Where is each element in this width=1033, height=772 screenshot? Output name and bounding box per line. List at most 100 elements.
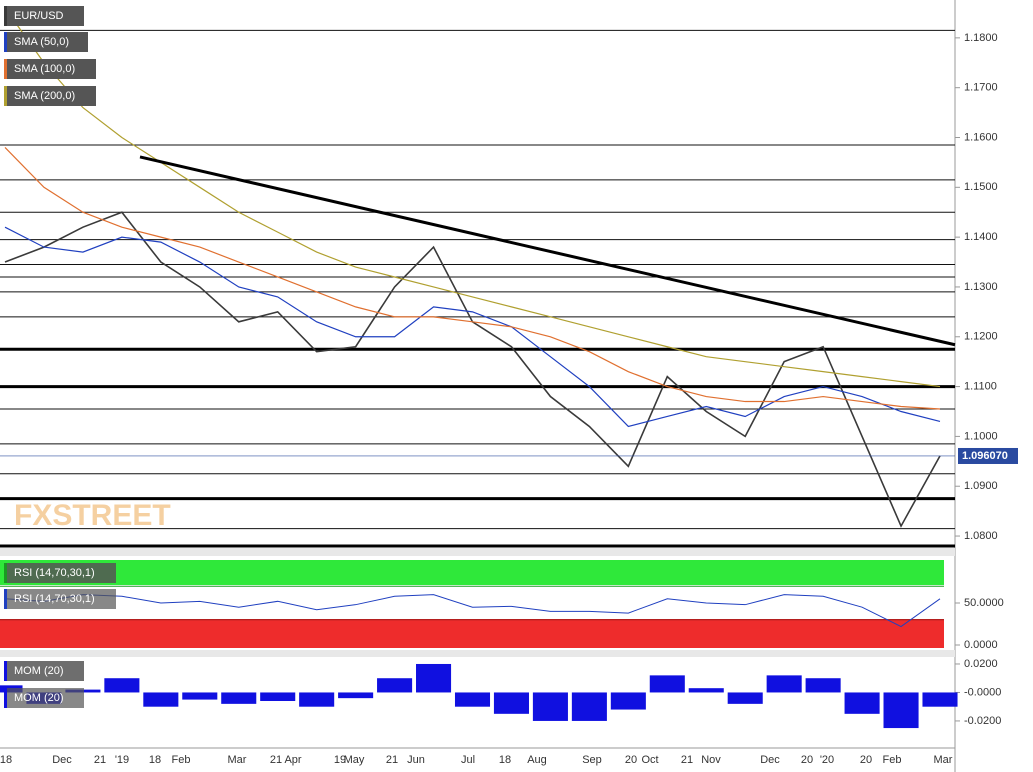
mom-bar (299, 692, 335, 707)
legend-box (4, 688, 84, 708)
x-tick-label: Jul (461, 754, 475, 766)
y-tick-label: -0.0200 (964, 715, 1001, 727)
mom-bar (844, 692, 880, 714)
y-tick-label: 1.1200 (964, 331, 998, 343)
mom-bar (649, 675, 685, 693)
x-tick-label: Oct (641, 754, 658, 766)
legend-label: MOM (20) (14, 692, 64, 704)
x-tick-label: Sep (582, 754, 602, 766)
mom-bar (416, 663, 452, 693)
legend-box (4, 32, 88, 52)
legend-box (4, 6, 84, 26)
y-tick-label: 1.1600 (964, 131, 998, 143)
legend-label: SMA (50,0) (14, 36, 69, 48)
legend-swatch (4, 563, 7, 583)
y-tick-label: 50.0000 (964, 597, 1004, 609)
mom-bar (571, 692, 607, 721)
legend-box (4, 563, 116, 583)
legend-label: SMA (200,0) (14, 90, 75, 102)
x-tick-label: 21 (386, 754, 398, 766)
last-price-box (958, 447, 1018, 464)
divider (0, 548, 955, 556)
x-tick-label: 21 (270, 754, 282, 766)
y-tick-label: 1.0900 (964, 480, 998, 492)
mom-bar (922, 692, 958, 707)
legend-box (4, 86, 96, 106)
legend-swatch (4, 59, 7, 79)
mom-bar (532, 692, 568, 721)
x-tick-label: '18 (0, 754, 12, 766)
legend-box (4, 59, 96, 79)
legend-swatch (4, 661, 7, 681)
x-tick-label: 21 (94, 754, 106, 766)
x-tick-label: Mar (228, 754, 247, 766)
x-tick-label: 21 (681, 754, 693, 766)
rsi-overbought-band (0, 560, 944, 585)
x-tick-label: Dec (760, 754, 780, 766)
legend-label: MOM (20) (14, 665, 64, 677)
mom-bar (338, 692, 374, 699)
legend-box (4, 661, 84, 681)
y-tick-label: 1.1400 (964, 231, 998, 243)
y-tick-label: 0.0000 (964, 639, 998, 651)
legend-swatch (4, 688, 7, 708)
legend-label: SMA (100,0) (14, 63, 75, 75)
mom-bar (182, 692, 218, 700)
mom-bar (766, 675, 802, 693)
watermark: FXSTREET (14, 499, 171, 532)
rsi-oversold-band (0, 619, 944, 648)
legend-swatch (4, 86, 7, 106)
mom-bar (454, 692, 491, 707)
x-tick-label: Nov (701, 754, 721, 766)
legend-swatch (4, 32, 7, 52)
mom-bar (377, 678, 413, 693)
y-tick-label: -0.0000 (964, 686, 1001, 698)
legend-label: RSI (14,70,30,1) (14, 593, 95, 605)
y-tick-label: 1.0800 (964, 530, 998, 542)
mom-bar (883, 692, 919, 729)
x-tick-label: Feb (883, 754, 902, 766)
y-tick-label: 1.1700 (964, 82, 998, 94)
mom-bar (143, 692, 179, 707)
x-tick-label: '20 (820, 754, 834, 766)
x-tick-label: Mar (934, 754, 953, 766)
x-tick-label: '19 (115, 754, 129, 766)
mom-bar (805, 678, 841, 693)
mom-bar (493, 692, 529, 714)
x-tick-label: Dec (52, 754, 72, 766)
x-tick-label: Feb (172, 754, 191, 766)
x-tick-label: Apr (284, 754, 301, 766)
x-tick-label: Aug (527, 754, 547, 766)
sma-line (4, 147, 941, 410)
mom-bar (221, 692, 257, 704)
rsi-line (4, 594, 941, 628)
sma-line (4, 226, 941, 428)
mom-bar (688, 688, 724, 693)
trendline (139, 155, 956, 347)
mom-bar (610, 692, 646, 710)
legend-label: RSI (14,70,30,1) (14, 567, 95, 579)
x-tick-label: Jun (407, 754, 425, 766)
mom-bar (260, 692, 296, 702)
x-tick-label: 20 (625, 754, 637, 766)
y-tick-label: 1.1300 (964, 281, 998, 293)
last-price-label: 1.096070 (962, 450, 1008, 462)
legend-box (4, 589, 116, 609)
x-tick-label: 20 (801, 754, 813, 766)
legend-label: EUR/USD (14, 10, 64, 22)
x-tick-label: 19 (334, 754, 346, 766)
legend-swatch (4, 589, 7, 609)
mom-bar (104, 678, 140, 693)
y-tick-label: 1.1000 (964, 430, 998, 442)
mom-bar (727, 692, 763, 704)
x-tick-label: May (344, 754, 365, 766)
x-tick-label: 18 (499, 754, 511, 766)
divider (0, 650, 955, 657)
y-tick-label: 1.1500 (964, 181, 998, 193)
x-tick-label: 18 (149, 754, 161, 766)
y-tick-label: 1.1100 (964, 380, 997, 392)
y-tick-label: 1.1800 (964, 32, 998, 44)
x-tick-label: 20 (860, 754, 872, 766)
legend-swatch (4, 6, 7, 26)
